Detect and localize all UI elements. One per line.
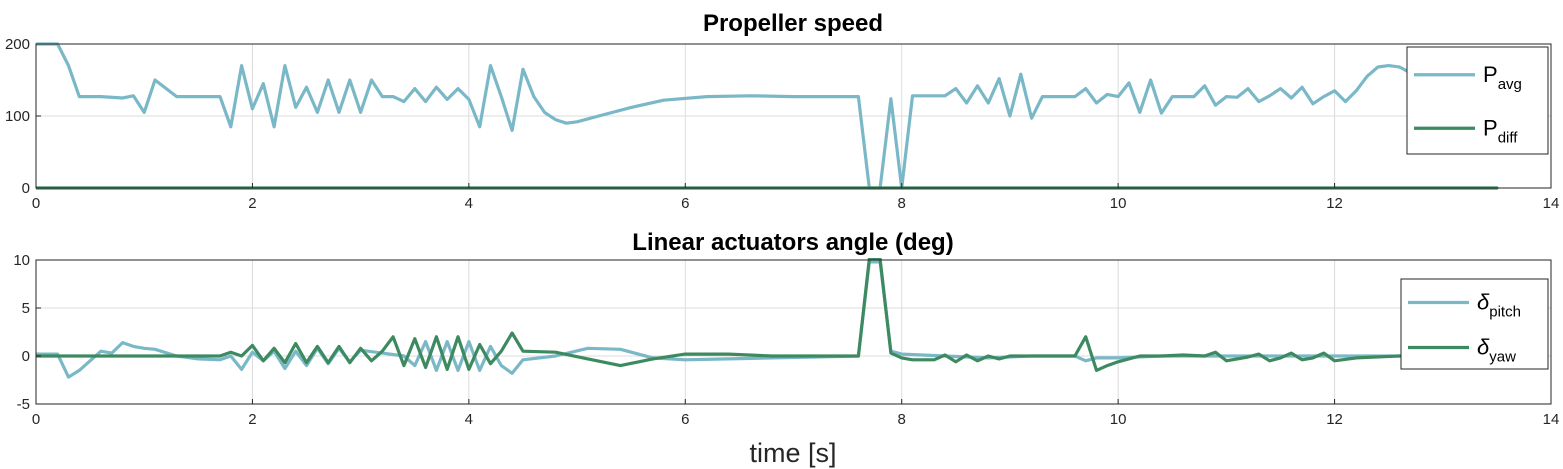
x-tick-label: 2 bbox=[248, 411, 256, 428]
legend-box bbox=[1400, 278, 1549, 370]
y-tick-label: 5 bbox=[22, 300, 30, 317]
x-tick-label: 14 bbox=[1543, 411, 1560, 428]
legend-entry-pitch: δpitch bbox=[1477, 290, 1521, 321]
plot-area bbox=[36, 260, 1551, 404]
x-tick-label: 10 bbox=[1110, 195, 1127, 212]
y-tick-label: 100 bbox=[5, 108, 30, 125]
x-tick-label: 2 bbox=[248, 195, 256, 212]
legend-subscript: pitch bbox=[1489, 304, 1521, 321]
x-tick-label: 12 bbox=[1326, 195, 1343, 212]
chart-title-propeller-speed: Propeller speed bbox=[703, 10, 883, 37]
y-tick-label: 0 bbox=[22, 180, 30, 197]
x-tick-label: 6 bbox=[681, 411, 689, 428]
x-tick-label: 4 bbox=[465, 411, 473, 428]
chart-title-linear-actuators: Linear actuators angle (deg) bbox=[632, 229, 953, 256]
legend-box bbox=[1406, 46, 1549, 155]
legend-subscript: avg bbox=[1498, 76, 1522, 93]
legend-entry-diff: Pdiff bbox=[1483, 115, 1518, 146]
y-tick-label: -5 bbox=[17, 396, 30, 413]
y-tick-label: 10 bbox=[13, 252, 30, 269]
x-tick-label: 0 bbox=[32, 411, 40, 428]
x-tick-label: 4 bbox=[465, 195, 473, 212]
legend-entry-yaw: δyaw bbox=[1477, 335, 1516, 366]
legend-symbol: δ bbox=[1477, 290, 1490, 315]
x-axis-label: time [s] bbox=[749, 438, 836, 468]
x-tick-label: 12 bbox=[1326, 411, 1343, 428]
x-tick-label: 8 bbox=[898, 411, 906, 428]
legend-symbol: P bbox=[1483, 62, 1498, 87]
y-tick-label: 0 bbox=[22, 348, 30, 365]
legend-subscript: diff bbox=[1498, 129, 1519, 146]
legend-entry-avg: Pavg bbox=[1483, 62, 1522, 93]
x-tick-label: 14 bbox=[1543, 195, 1560, 212]
axis-box bbox=[35, 259, 1552, 405]
x-tick-label: 8 bbox=[898, 195, 906, 212]
x-tick-label: 0 bbox=[32, 195, 40, 212]
series-line-yaw bbox=[36, 258, 1499, 372]
legend-subscript: yaw bbox=[1489, 349, 1516, 366]
x-tick-label: 10 bbox=[1110, 411, 1127, 428]
legend-symbol: δ bbox=[1477, 335, 1490, 360]
legend-symbol: P bbox=[1483, 115, 1498, 140]
y-tick-label: 200 bbox=[5, 36, 30, 53]
x-tick-label: 6 bbox=[681, 195, 689, 212]
